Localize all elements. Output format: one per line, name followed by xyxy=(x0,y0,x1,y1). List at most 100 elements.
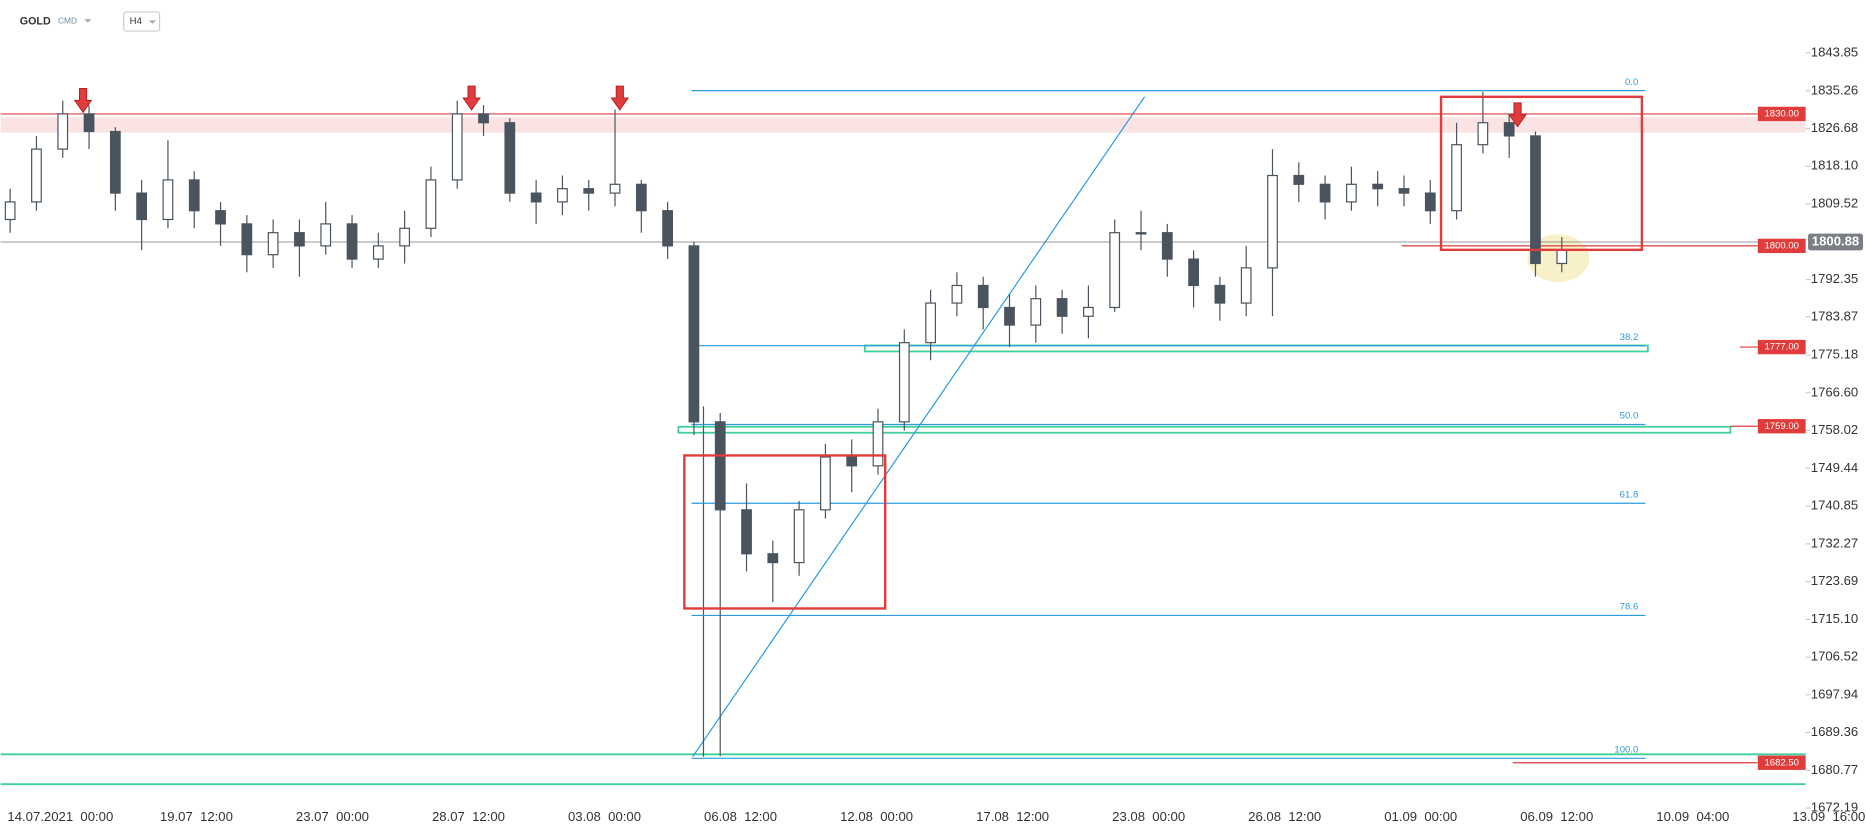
box xyxy=(1439,95,1644,252)
y-tick-label: 1672.19 xyxy=(1811,800,1858,815)
candle-body xyxy=(267,232,279,256)
candle-body xyxy=(109,130,121,194)
level-label: 1830.00 xyxy=(1764,108,1799,119)
candle-body xyxy=(1293,174,1305,185)
candle-body xyxy=(1161,232,1173,260)
candle-body xyxy=(1424,192,1436,212)
level-label: 1777.00 xyxy=(1764,342,1799,353)
x-tick-label: 13.09 16:00 xyxy=(1792,809,1865,824)
support-zone xyxy=(677,425,1732,434)
fib-label: 100.0 xyxy=(1614,744,1638,755)
current-price-badge xyxy=(1808,233,1864,251)
y-tick-label: 1689.36 xyxy=(1811,724,1858,739)
candle-body xyxy=(1556,249,1568,265)
x-tick-label: 06.08 12:00 xyxy=(704,809,777,824)
candle-body xyxy=(793,509,805,564)
y-tick-label: 1826.68 xyxy=(1811,120,1858,135)
resistance-zone xyxy=(0,117,1806,133)
candle-body xyxy=(294,232,305,247)
candle-body xyxy=(609,183,621,194)
candle-body xyxy=(1056,298,1068,317)
y-tick-label: 1740.85 xyxy=(1811,498,1858,513)
candle-body xyxy=(1319,183,1331,203)
y-tick-label: 1792.35 xyxy=(1811,271,1858,286)
fib-label: 78.6 xyxy=(1620,602,1639,613)
candle-body xyxy=(741,509,752,555)
fib-label: 38.2 xyxy=(1620,332,1639,343)
fib-label: 61.8 xyxy=(1620,489,1639,500)
dropdown-icon[interactable] xyxy=(84,19,92,23)
y-tick-label: 1715.10 xyxy=(1811,611,1858,626)
y-tick-label: 1723.69 xyxy=(1811,573,1858,588)
candle-body xyxy=(1188,258,1199,287)
candle-body xyxy=(583,188,595,194)
x-tick-label: 26.08 12:00 xyxy=(1248,809,1321,824)
x-tick-label: 17.08 12:00 xyxy=(976,809,1049,824)
candle-body xyxy=(1109,232,1121,309)
candle-body xyxy=(767,553,779,564)
x-tick-label: 23.07 00:00 xyxy=(296,809,369,824)
candle-body xyxy=(83,113,95,133)
y-tick-label: 1766.60 xyxy=(1811,384,1858,399)
candle-body xyxy=(4,201,16,221)
y-tick-label: 1818.10 xyxy=(1811,158,1858,173)
dropdown-icon xyxy=(148,20,156,24)
candle-body xyxy=(1451,144,1462,212)
timeframe[interactable]: H4 xyxy=(130,16,143,27)
level-label: 1800.00 xyxy=(1764,240,1799,251)
candle-body xyxy=(1346,183,1357,203)
candle-body xyxy=(557,188,568,203)
candle-body xyxy=(688,245,700,423)
candle-body xyxy=(57,113,69,150)
y-tick-label: 1732.27 xyxy=(1811,535,1858,550)
candle-body xyxy=(1477,122,1489,146)
fib-label: 50.0 xyxy=(1620,411,1639,422)
y-tick-label: 1749.44 xyxy=(1811,460,1858,475)
candle-body xyxy=(425,179,437,229)
candle-body xyxy=(820,456,831,511)
candle-body xyxy=(372,245,384,260)
arrow xyxy=(73,87,93,114)
candle-body xyxy=(241,223,253,256)
candle-body xyxy=(1083,306,1094,317)
symbol-type[interactable]: CMD xyxy=(58,16,77,26)
level-label: 1759.00 xyxy=(1764,421,1799,432)
x-tick-label: 14.07.2021 00:00 xyxy=(7,809,113,824)
symbol: GOLD xyxy=(20,15,51,27)
level-badge xyxy=(1757,339,1806,355)
candle-body xyxy=(1398,188,1410,194)
y-tick-label: 1758.02 xyxy=(1811,422,1858,437)
y-tick-label: 1783.87 xyxy=(1811,308,1858,323)
y-tick-label: 1835.26 xyxy=(1811,82,1858,97)
box xyxy=(683,454,887,610)
candle-body xyxy=(1530,135,1541,265)
candle-body xyxy=(925,302,936,344)
level-badge xyxy=(1757,419,1806,434)
arrow xyxy=(1508,102,1527,128)
level-badge xyxy=(1757,755,1806,770)
candle-body xyxy=(1214,284,1226,304)
signal-arrows xyxy=(73,85,1527,128)
x-tick-label: 06.09 12:00 xyxy=(1520,809,1593,824)
candle-body xyxy=(662,210,673,247)
timeframe-select[interactable] xyxy=(123,11,161,32)
candle-body xyxy=(1503,122,1515,137)
y-tick-label: 1809.52 xyxy=(1811,195,1858,210)
candle-body xyxy=(898,342,910,423)
candle-body xyxy=(1240,267,1252,304)
candle-body xyxy=(1004,306,1015,326)
arrow xyxy=(462,85,481,111)
candle-body xyxy=(320,223,332,247)
candle-body xyxy=(1267,174,1278,269)
candle-body xyxy=(872,421,884,467)
candle-body xyxy=(399,227,411,247)
y-tick-label: 1680.77 xyxy=(1811,762,1858,777)
arrow xyxy=(610,85,630,111)
level-badge xyxy=(1757,106,1806,122)
x-tick-label: 23.08 00:00 xyxy=(1112,809,1185,824)
y-tick-label: 1775.18 xyxy=(1811,347,1858,362)
x-tick-label: 10.09 04:00 xyxy=(1656,809,1729,824)
x-tick-label: 28.07 12:00 xyxy=(432,809,505,824)
candle-body xyxy=(714,421,726,511)
